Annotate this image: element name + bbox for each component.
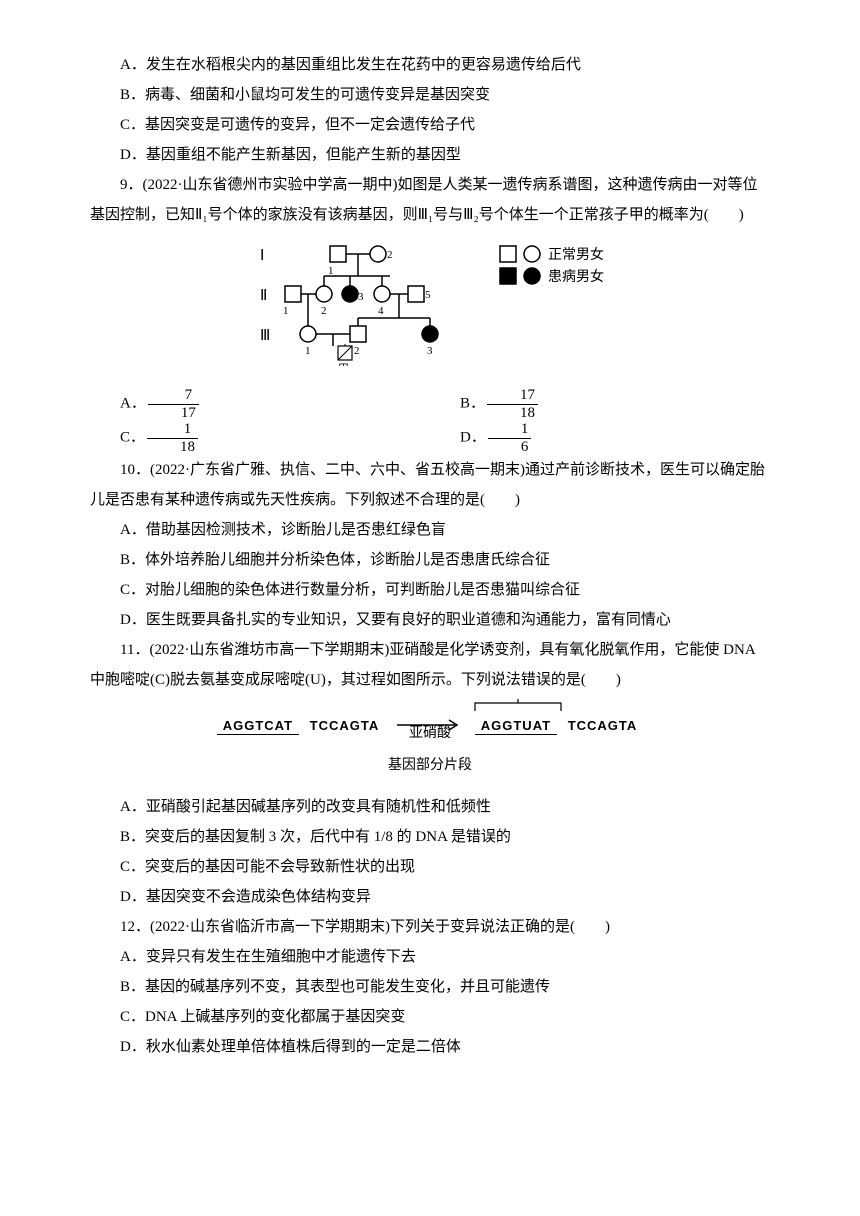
q10-opt-b: B．体外培养胎儿细胞并分析染色体，诊断胎儿是否患唐氏综合征 xyxy=(90,545,770,575)
dna-arrow: 亚硝酸 xyxy=(395,703,465,748)
q11-opt-c: C．突变后的基因可能不会导致新性状的出现 xyxy=(90,852,770,882)
q12-opt-a: A．变异只有发生在生殖细胞中才能遗传下去 xyxy=(90,942,770,972)
q11-opt-b: B．突变后的基因复制 3 次，后代中有 1/8 的 DNA 是错误的 xyxy=(90,822,770,852)
svg-text:2: 2 xyxy=(387,249,393,261)
dna-right: AGGTUAT TCCAGTA xyxy=(475,713,644,739)
q9-row-cd: C．118 D．16 xyxy=(90,421,770,455)
q11-dna-figure: AGGTCAT TCCAGTA 亚硝酸 AGGTUAT TCCAGTA 基因部分… xyxy=(90,703,770,780)
gen-3-label: Ⅲ xyxy=(260,328,270,344)
q12-stem: 12．(2022·山东省临沂市高一下学期期末)下列关于变异说法正确的是( ) xyxy=(90,912,770,942)
q12-opt-b: B．基因的碱基序列不变，其表型也可能发生变化，并且可能遗传 xyxy=(90,972,770,1002)
svg-text:4: 4 xyxy=(378,305,384,317)
q9-row-ab: A．717 B．1718 xyxy=(90,387,770,421)
q12-opt-c: C．DNA 上碱基序列的变化都属于基因突变 xyxy=(90,1002,770,1032)
svg-text:1: 1 xyxy=(283,305,289,317)
q11-stem: 11．(2022·山东省潍坊市高一下学期期末)亚硝酸是化学诱变剂，具有氧化脱氧作… xyxy=(90,635,770,695)
svg-text:正常男女: 正常男女 xyxy=(548,246,604,263)
svg-text:3: 3 xyxy=(427,345,433,357)
q9-pedigree: Ⅰ Ⅱ Ⅲ 1 2 1 2 3 4 5 1 甲 2 3 xyxy=(90,236,770,377)
gen-1-label: Ⅰ xyxy=(260,248,264,264)
gen-2-label: Ⅱ xyxy=(260,288,267,304)
q10-opt-d: D．医生既要具备扎实的专业知识，又要有良好的职业道德和沟通能力，富有同情心 xyxy=(90,605,770,635)
q11-opt-a: A．亚硝酸引起基因碱基序列的改变具有随机性和低频性 xyxy=(90,792,770,822)
q12-opt-d: D．秋水仙素处理单倍体植株后得到的一定是二倍体 xyxy=(90,1032,770,1062)
svg-text:1: 1 xyxy=(305,345,311,357)
svg-text:甲: 甲 xyxy=(338,363,349,366)
svg-text:患病男女: 患病男女 xyxy=(548,268,604,285)
dna-left: AGGTCAT TCCAGTA xyxy=(217,713,386,739)
q10-opt-a: A．借助基因检测技术，诊断胎儿是否患红绿色盲 xyxy=(90,515,770,545)
q8-opt-a: A．发生在水稻根尖内的基因重组比发生在花药中的更容易遗传给后代 xyxy=(90,50,770,80)
svg-text:5: 5 xyxy=(425,289,431,301)
svg-text:1: 1 xyxy=(328,265,334,277)
svg-text:2: 2 xyxy=(321,305,327,317)
q10-stem: 10．(2022·广东省广雅、执信、二中、六中、省五校高一期末)通过产前诊断技术… xyxy=(90,455,770,515)
q8-opt-b: B．病毒、细菌和小鼠均可发生的可遗传变异是基因突变 xyxy=(90,80,770,110)
q8-opt-c: C．基因突变是可遗传的变异，但不一定会遗传给子代 xyxy=(90,110,770,140)
q10-opt-c: C．对胎儿细胞的染色体进行数量分析，可判断胎儿是否患猫叫综合征 xyxy=(90,575,770,605)
svg-text:3: 3 xyxy=(358,291,364,303)
svg-text:2: 2 xyxy=(354,345,360,357)
q11-opt-d: D．基因突变不会造成染色体结构变异 xyxy=(90,882,770,912)
q9-stem: 9．(2022·山东省德州市实验中学高一期中)如图是人类某一遗传病系谱图，这种遗… xyxy=(90,170,770,230)
q8-opt-d: D．基因重组不能产生新基因，但能产生新的基因型 xyxy=(90,140,770,170)
